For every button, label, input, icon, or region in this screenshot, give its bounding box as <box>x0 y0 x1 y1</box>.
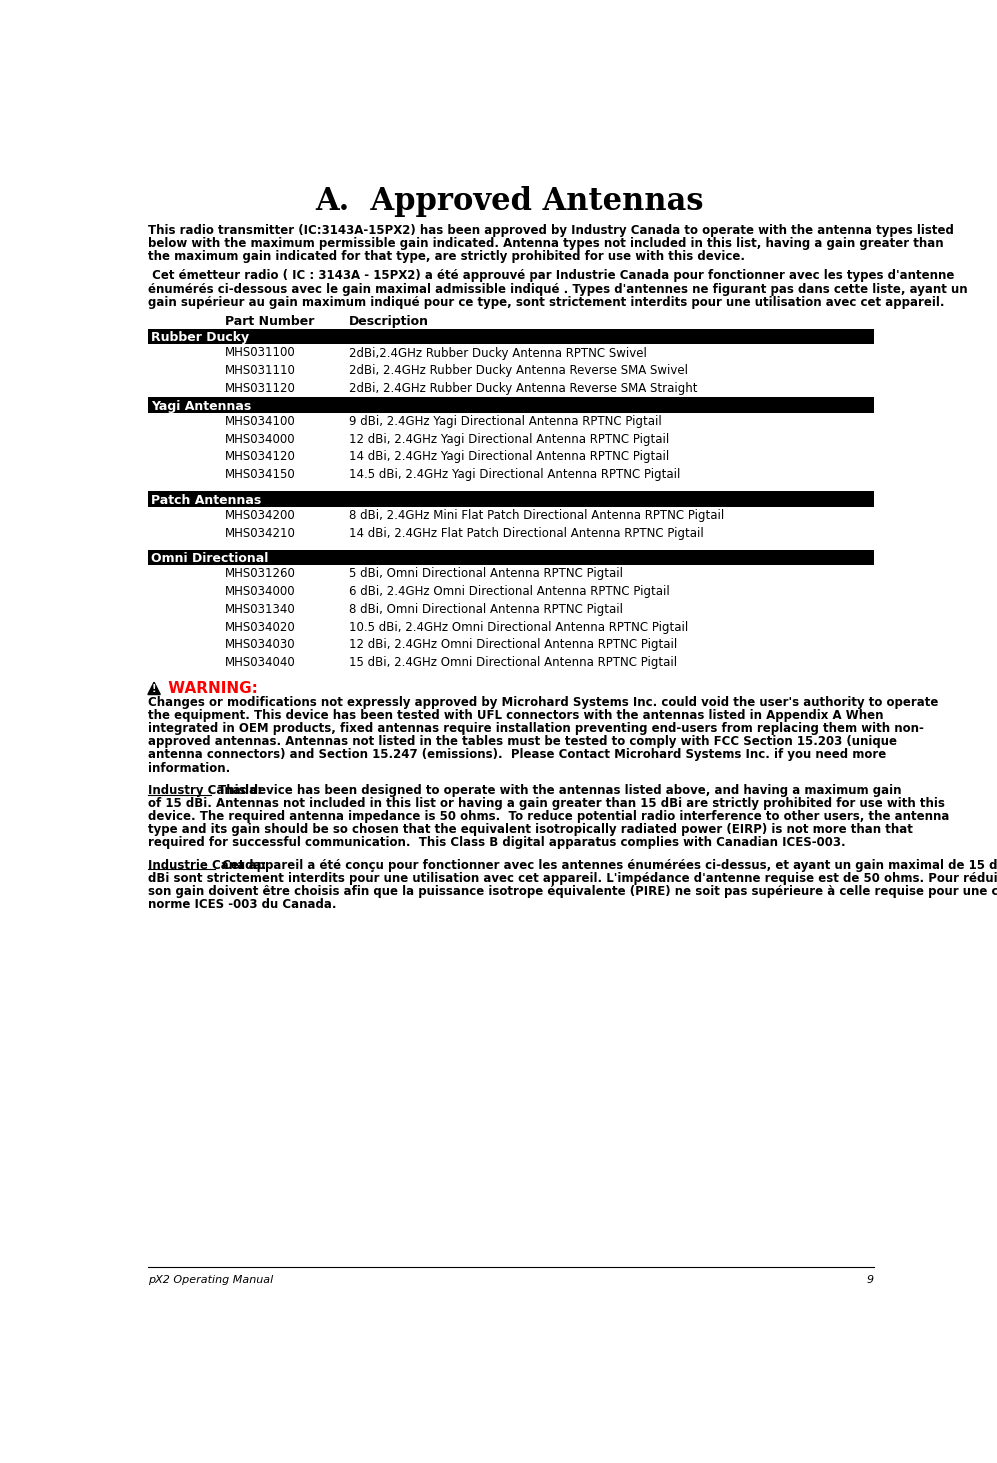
Text: device. The required antenna impedance is 50 ohms.  To reduce potential radio in: device. The required antenna impedance i… <box>148 811 949 824</box>
Text: Rubber Ducky: Rubber Ducky <box>151 331 249 344</box>
Text: MHS034100: MHS034100 <box>225 415 296 429</box>
Bar <box>148 398 874 413</box>
Text: of 15 dBi. Antennas not included in this list or having a gain greater than 15 d: of 15 dBi. Antennas not included in this… <box>148 797 945 811</box>
Text: 8 dBi, 2.4GHz Mini Flat Patch Directional Antenna RPTNC Pigtail: 8 dBi, 2.4GHz Mini Flat Patch Directiona… <box>349 509 725 522</box>
Text: MHS031340: MHS031340 <box>225 603 296 616</box>
Text: MHS031100: MHS031100 <box>225 347 296 360</box>
Text: antenna connectors) and Section 15.247 (emissions).  Please Contact Microhard Sy: antenna connectors) and Section 15.247 (… <box>148 749 886 761</box>
Text: type and its gain should be so chosen that the equivalent isotropically radiated: type and its gain should be so chosen th… <box>148 824 912 837</box>
Text: MHS034030: MHS034030 <box>225 638 296 651</box>
Text: This radio transmitter (IC:3143A-15PX2) has been approved by Industry Canada to : This radio transmitter (IC:3143A-15PX2) … <box>148 224 954 237</box>
Text: énumérés ci-dessous avec le gain maximal admissible indiqué . Types d'antennes n: énumérés ci-dessous avec le gain maximal… <box>148 282 967 296</box>
Text: Yagi Antennas: Yagi Antennas <box>151 399 251 413</box>
Text: 2dBi, 2.4GHz Rubber Ducky Antenna Reverse SMA Swivel: 2dBi, 2.4GHz Rubber Ducky Antenna Revers… <box>349 364 688 377</box>
Text: MHS034210: MHS034210 <box>225 527 296 540</box>
Text: Part Number: Part Number <box>225 315 315 328</box>
Text: Patch Antennas: Patch Antennas <box>151 493 261 506</box>
Text: 12 dBi, 2.4GHz Omni Directional Antenna RPTNC Pigtail: 12 dBi, 2.4GHz Omni Directional Antenna … <box>349 638 678 651</box>
Text: the equipment. This device has been tested with UFL connectors with the antennas: the equipment. This device has been test… <box>148 710 883 723</box>
Text: Description: Description <box>349 315 430 328</box>
Text: Cet émetteur radio ( IC : 3143A - 15PX2) a été approuvé par Industrie Canada pou: Cet émetteur radio ( IC : 3143A - 15PX2)… <box>148 269 954 282</box>
Text: Industry Canada:: Industry Canada: <box>148 784 262 797</box>
Text: 9 dBi, 2.4GHz Yagi Directional Antenna RPTNC Pigtail: 9 dBi, 2.4GHz Yagi Directional Antenna R… <box>349 415 662 429</box>
Text: Industrie Canada:: Industrie Canada: <box>148 859 266 872</box>
Text: 12 dBi, 2.4GHz Yagi Directional Antenna RPTNC Pigtail: 12 dBi, 2.4GHz Yagi Directional Antenna … <box>349 433 670 446</box>
Text: integrated in OEM products, fixed antennas require installation preventing end-u: integrated in OEM products, fixed antenn… <box>148 723 924 736</box>
Polygon shape <box>148 682 161 695</box>
Text: son gain doivent être choisis afin que la puissance isotrope équivalente (PIRE) : son gain doivent être choisis afin que l… <box>148 885 997 898</box>
Text: MHS034200: MHS034200 <box>225 509 296 522</box>
Text: 5 dBi, Omni Directional Antenna RPTNC Pigtail: 5 dBi, Omni Directional Antenna RPTNC Pi… <box>349 568 623 581</box>
Text: 14 dBi, 2.4GHz Flat Patch Directional Antenna RPTNC Pigtail: 14 dBi, 2.4GHz Flat Patch Directional An… <box>349 527 704 540</box>
Text: 15 dBi, 2.4GHz Omni Directional Antenna RPTNC Pigtail: 15 dBi, 2.4GHz Omni Directional Antenna … <box>349 655 678 669</box>
Text: Changes or modifications not expressly approved by Microhard Systems Inc. could : Changes or modifications not expressly a… <box>148 696 938 710</box>
Text: MHS034150: MHS034150 <box>225 468 296 481</box>
Text: dBi sont strictement interdits pour une utilisation avec cet appareil. L'impédan: dBi sont strictement interdits pour une … <box>148 872 997 885</box>
Bar <box>148 329 874 344</box>
Text: norme ICES -003 du Canada.: norme ICES -003 du Canada. <box>148 898 336 911</box>
Text: !: ! <box>152 685 157 693</box>
Text: 14.5 dBi, 2.4GHz Yagi Directional Antenna RPTNC Pigtail: 14.5 dBi, 2.4GHz Yagi Directional Antenn… <box>349 468 681 481</box>
Text: MHS031120: MHS031120 <box>225 382 296 395</box>
Text: This device has been designed to operate with the antennas listed above, and hav: This device has been designed to operate… <box>214 784 901 797</box>
Text: MHS034120: MHS034120 <box>225 451 296 464</box>
Bar <box>148 492 874 506</box>
Text: 2dBi, 2.4GHz Rubber Ducky Antenna Reverse SMA Straight: 2dBi, 2.4GHz Rubber Ducky Antenna Revers… <box>349 382 698 395</box>
Text: pX2 Operating Manual: pX2 Operating Manual <box>148 1276 273 1285</box>
Text: Cet appareil a été conçu pour fonctionner avec les antennes énumérées ci-dessus,: Cet appareil a été conçu pour fonctionne… <box>218 859 997 872</box>
Text: Omni Directional: Omni Directional <box>151 552 268 565</box>
Text: A.  Approved Antennas: A. Approved Antennas <box>315 186 704 217</box>
Text: approved antennas. Antennas not listed in the tables must be tested to comply wi: approved antennas. Antennas not listed i… <box>148 736 897 749</box>
Text: 8 dBi, Omni Directional Antenna RPTNC Pigtail: 8 dBi, Omni Directional Antenna RPTNC Pi… <box>349 603 623 616</box>
Text: the maximum gain indicated for that type, are strictly prohibited for use with t: the maximum gain indicated for that type… <box>148 250 745 263</box>
Text: WARNING:: WARNING: <box>164 680 258 696</box>
Text: MHS031110: MHS031110 <box>225 364 296 377</box>
Text: 6 dBi, 2.4GHz Omni Directional Antenna RPTNC Pigtail: 6 dBi, 2.4GHz Omni Directional Antenna R… <box>349 585 670 598</box>
Text: gain supérieur au gain maximum indiqué pour ce type, sont strictement interdits : gain supérieur au gain maximum indiqué p… <box>148 296 944 309</box>
Text: 9: 9 <box>867 1276 874 1285</box>
Text: MHS034040: MHS034040 <box>225 655 296 669</box>
Text: 14 dBi, 2.4GHz Yagi Directional Antenna RPTNC Pigtail: 14 dBi, 2.4GHz Yagi Directional Antenna … <box>349 451 670 464</box>
Bar <box>148 550 874 565</box>
Text: below with the maximum permissible gain indicated. Antenna types not included in: below with the maximum permissible gain … <box>148 237 943 250</box>
Text: information.: information. <box>148 762 230 774</box>
Text: MHS034000: MHS034000 <box>225 585 296 598</box>
Text: required for successful communication.  This Class B digital apparatus complies : required for successful communication. T… <box>148 837 845 849</box>
Text: MHS034020: MHS034020 <box>225 620 296 633</box>
Text: 10.5 dBi, 2.4GHz Omni Directional Antenna RPTNC Pigtail: 10.5 dBi, 2.4GHz Omni Directional Antenn… <box>349 620 689 633</box>
Text: MHS031260: MHS031260 <box>225 568 296 581</box>
Text: 2dBi,2.4GHz Rubber Ducky Antenna RPTNC Swivel: 2dBi,2.4GHz Rubber Ducky Antenna RPTNC S… <box>349 347 647 360</box>
Text: MHS034000: MHS034000 <box>225 433 296 446</box>
